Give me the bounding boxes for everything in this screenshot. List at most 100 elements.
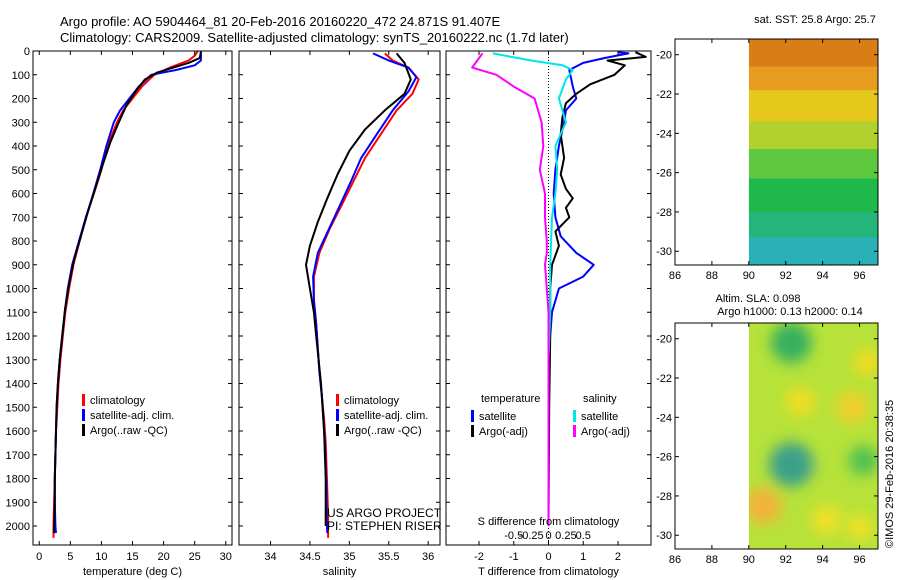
legend-title-salinity: salinity <box>583 393 617 405</box>
sst-band <box>748 90 878 123</box>
salinity-profile-panel: 34 34.5 35 35.5 36 salinity climatology satelli… <box>238 50 441 578</box>
sst-map-panel: 86 88 90 92 94 96 -20 -22 -24 -26 -28 -30 <box>656 38 879 282</box>
sst-band <box>748 211 878 239</box>
legend-swatch <box>573 410 576 422</box>
legend-swatch <box>82 394 85 406</box>
project-label: US ARGO PROJECT <box>327 506 442 520</box>
y-tick-label: 700 <box>12 212 30 224</box>
x-tick-label: 35 <box>343 551 355 563</box>
y-tick-label: -26 <box>656 452 672 464</box>
series-group <box>52 51 202 538</box>
figure-title-line1: Argo profile: AO 5904464_81 20-Feb-2016 … <box>60 14 501 29</box>
series-line-satellite-adj-clim--1 <box>53 51 202 534</box>
sla-anomaly-blob <box>769 442 814 487</box>
x-tick-label: -1 <box>509 551 519 563</box>
x-tick-label: 34 <box>264 551 276 563</box>
sst-band <box>748 237 878 265</box>
x-axis-label: T difference from climatology <box>478 566 619 578</box>
x-tick-label: 25 <box>189 551 201 563</box>
legend-swatch <box>336 424 339 436</box>
x-tick-label: 35.5 <box>378 551 399 563</box>
x-tick-label: 1 <box>580 551 586 563</box>
sla-anomaly-blob <box>848 445 878 476</box>
x-tick-label: 30 <box>220 551 232 563</box>
x-tick-label: 96 <box>853 270 865 282</box>
sst-band <box>748 39 878 68</box>
top-tick-label: -0.25 <box>519 530 544 542</box>
x-tick-label: 15 <box>126 551 138 563</box>
x-tick-label: 2 <box>615 551 621 563</box>
y-tick-label: 900 <box>12 260 30 272</box>
x-tick-label: 0 <box>545 551 551 563</box>
x-axis-label: temperature (deg C) <box>83 566 182 578</box>
x-tick-label: 94 <box>817 270 829 282</box>
plot-frame <box>32 50 233 546</box>
legend-entry: satellite <box>581 411 618 423</box>
top-tick-label: 0.25 <box>555 530 576 542</box>
x-tick-label: 86 <box>669 554 681 566</box>
sla-map-title-line2: Argo h1000: 0.13 h2000: 0.14 <box>717 306 863 318</box>
x-tick-label: 86 <box>669 270 681 282</box>
map-frame <box>674 38 879 266</box>
map-frame <box>674 322 879 550</box>
y-tick-label: -24 <box>656 412 672 424</box>
y-tick-label: 1800 <box>6 474 30 486</box>
y-tick-label: 200 <box>12 94 30 106</box>
series-line-satellite-0 <box>547 51 630 526</box>
y-tick-label: 600 <box>12 189 30 201</box>
y-tick-label: 300 <box>12 117 30 129</box>
x-tick-label: 88 <box>706 554 718 566</box>
temperature-profile-panel: 0 5 10 15 20 25 30 temperature (deg C) 0 100 200 30… <box>6 46 233 578</box>
x-tick-label: 88 <box>706 270 718 282</box>
top-axis-label: S difference from climatology <box>478 516 620 528</box>
legend-entry: Argo(..raw -QC) <box>344 425 422 437</box>
y-tick-label: -20 <box>656 334 672 346</box>
legend-entry: climatology <box>90 395 146 407</box>
y-tick-label: 1600 <box>6 426 30 438</box>
sla-map-title-line1: Altim. SLA: 0.098 <box>716 293 801 305</box>
sla-anomaly-blob <box>854 349 878 376</box>
sst-band <box>748 121 878 151</box>
y-tick-label: -22 <box>656 373 672 385</box>
top-tick-label: 0 <box>545 530 551 542</box>
series-line-argo-adj--3 <box>471 52 550 526</box>
legend-entry: satellite <box>479 411 516 423</box>
legend-entry: Argo(..raw -QC) <box>90 425 168 437</box>
x-axis-label: salinity <box>323 566 357 578</box>
y-tick-label: -28 <box>656 491 672 503</box>
legend-entry: climatology <box>344 395 400 407</box>
series-line-argo-raw-qc--2 <box>305 52 412 526</box>
map-field <box>748 39 878 265</box>
x-tick-label: 90 <box>743 554 755 566</box>
y-tick-label: 1300 <box>6 355 30 367</box>
y-tick-label: 1500 <box>6 402 30 414</box>
pi-label: PI: STEPHEN RISER <box>327 519 442 533</box>
x-tick-label: 20 <box>157 551 169 563</box>
sst-band <box>748 66 878 92</box>
series-group <box>471 51 647 527</box>
sst-band <box>748 149 878 180</box>
sla-anomaly-blob <box>811 504 842 535</box>
x-tick-label: 92 <box>780 270 792 282</box>
sla-anomaly-blob <box>748 487 783 525</box>
imos-timestamp: ©IMOS 29-Feb-2016 20:38:35 <box>884 400 896 548</box>
y-tick-label: 1100 <box>6 307 30 319</box>
y-tick-label: 1700 <box>6 450 30 462</box>
series-line-climatology-0 <box>312 52 420 538</box>
y-tick-label: -26 <box>656 168 672 180</box>
figure-title-line2: Climatology: CARS2009. Satellite-adjuste… <box>60 30 569 45</box>
y-tick-label: 1900 <box>6 497 30 509</box>
y-tick-label: 100 <box>12 70 30 82</box>
y-tick-label: 1400 <box>6 379 30 391</box>
x-tick-label: 5 <box>67 551 73 563</box>
y-tick-label: -28 <box>656 207 672 219</box>
map-field <box>748 323 878 549</box>
series-line-argo-raw-qc--2 <box>53 52 202 534</box>
x-tick-label: 10 <box>95 551 107 563</box>
legend-title-temperature: temperature <box>481 393 540 405</box>
y-tick-label: 1200 <box>6 331 30 343</box>
plot-frame <box>238 50 441 546</box>
legend-swatch <box>471 410 474 422</box>
x-tick-label: 90 <box>743 270 755 282</box>
